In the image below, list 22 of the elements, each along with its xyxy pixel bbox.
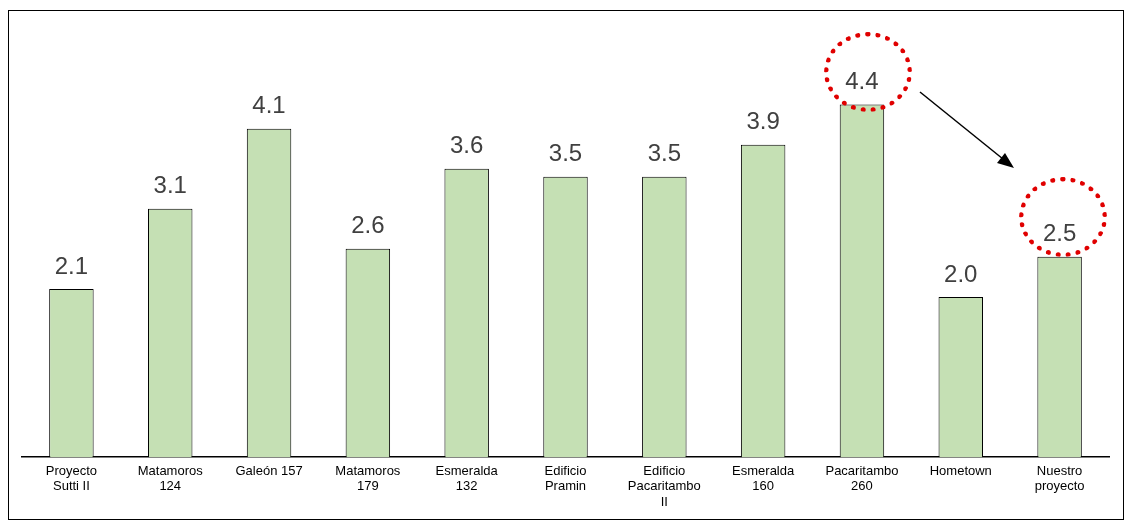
x-tick-label: Proyecto Sutti II: [45, 462, 98, 494]
x-tick-label: Galeón 157: [235, 462, 303, 478]
x-tick-label: Edificio Pacaritambo II: [627, 462, 701, 509]
x-tick-label: Esmeralda 132: [435, 462, 499, 494]
data-label: 4.4: [845, 67, 879, 95]
x-tick-label: Hometown: [929, 462, 992, 478]
x-tick-label: Matamoros 124: [137, 462, 204, 494]
x-tick-label: Edificio Pramin: [544, 462, 587, 494]
data-label: 3.1: [153, 171, 187, 199]
data-label: 3.9: [746, 107, 780, 135]
data-label: 2.6: [351, 211, 385, 239]
data-label: 4.1: [252, 91, 286, 119]
x-tick-label: Pacaritambo 260: [825, 462, 899, 494]
data-label: 2.1: [54, 251, 89, 279]
data-label: 2.5: [1042, 219, 1077, 247]
data-label: 3.5: [548, 139, 583, 167]
data-label: 3.5: [647, 139, 682, 167]
x-tick-label: Esmeralda 160: [732, 462, 795, 494]
data-label: 3.6: [449, 131, 484, 159]
x-tick-label: Matamoros 179: [335, 462, 401, 494]
data-label: 2.0: [944, 259, 978, 287]
x-tick-label: Nuestro proyecto: [1034, 462, 1085, 494]
